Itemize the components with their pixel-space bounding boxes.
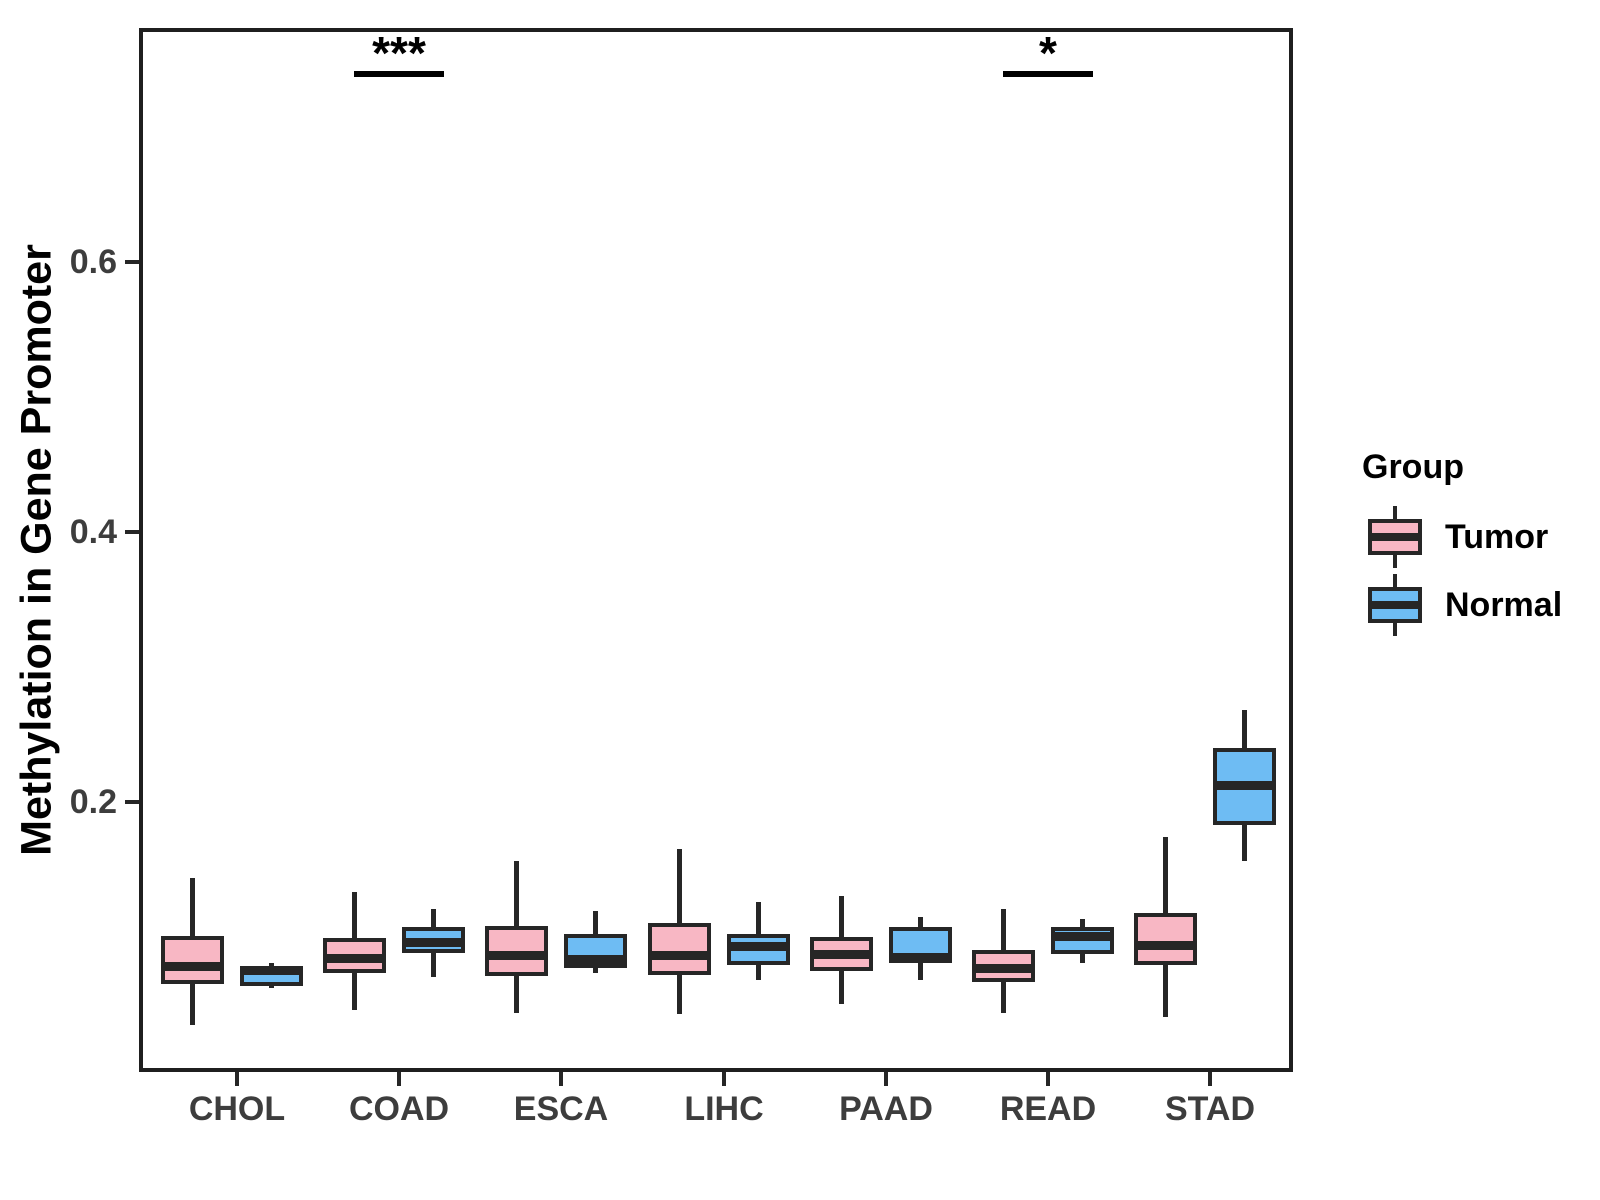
legend-label-normal: Normal — [1445, 586, 1563, 624]
x-axis-tick-label: CHOL — [188, 1090, 286, 1128]
median-line — [160, 962, 224, 972]
median-line — [1050, 932, 1114, 942]
y-axis-tick-label: 0.6 — [69, 242, 117, 281]
median-line — [563, 955, 627, 965]
box-iqr — [1133, 912, 1197, 966]
median-line — [322, 954, 386, 964]
x-axis-tick — [722, 1072, 726, 1086]
x-axis-tick — [397, 1072, 401, 1086]
median-line — [1133, 940, 1197, 950]
x-axis-tick-label: COAD — [348, 1090, 450, 1128]
x-axis-tick-label: ESCA — [513, 1090, 609, 1128]
median-line — [239, 966, 303, 976]
x-axis-tick-label: STAD — [1164, 1090, 1256, 1128]
x-axis-tick-label: LIHC — [684, 1090, 764, 1128]
legend-label-tumor: Tumor — [1445, 518, 1549, 556]
y-axis-tick — [125, 259, 139, 264]
significance-bar — [1003, 71, 1093, 77]
x-axis-tick — [559, 1072, 563, 1086]
y-axis-title: Methylation in Gene Promoter — [12, 244, 61, 856]
box-iqr — [484, 926, 548, 977]
legend-key-median — [1368, 601, 1422, 609]
x-axis-tick — [235, 1072, 239, 1086]
significance-stars: *** — [372, 27, 426, 79]
x-axis-tick — [1046, 1072, 1050, 1086]
median-line — [726, 941, 790, 951]
significance-bar — [354, 71, 444, 77]
x-axis-tick — [884, 1072, 888, 1086]
median-line — [647, 951, 711, 961]
x-axis-tick — [1208, 1072, 1212, 1086]
box-iqr — [647, 923, 711, 975]
median-line — [888, 952, 952, 962]
box-iqr — [160, 935, 224, 985]
x-axis-tick-label: READ — [999, 1090, 1097, 1128]
legend-key-tumor — [1368, 506, 1422, 568]
y-axis-tick-label: 0.4 — [69, 512, 117, 551]
y-axis-tick — [125, 799, 139, 804]
legend-key-median — [1368, 533, 1422, 541]
y-axis-tick-label: 0.2 — [69, 782, 117, 821]
median-line — [1212, 781, 1276, 791]
legend-key-normal — [1368, 574, 1422, 636]
significance-stars: * — [1039, 27, 1057, 79]
median-line — [484, 951, 548, 961]
median-line — [809, 949, 873, 959]
median-line — [401, 937, 465, 947]
y-axis-tick — [125, 529, 139, 534]
legend-title: Group — [1362, 448, 1464, 486]
median-line — [971, 963, 1035, 973]
plot-panel — [139, 28, 1293, 1072]
x-axis-tick-label: PAAD — [839, 1090, 933, 1128]
